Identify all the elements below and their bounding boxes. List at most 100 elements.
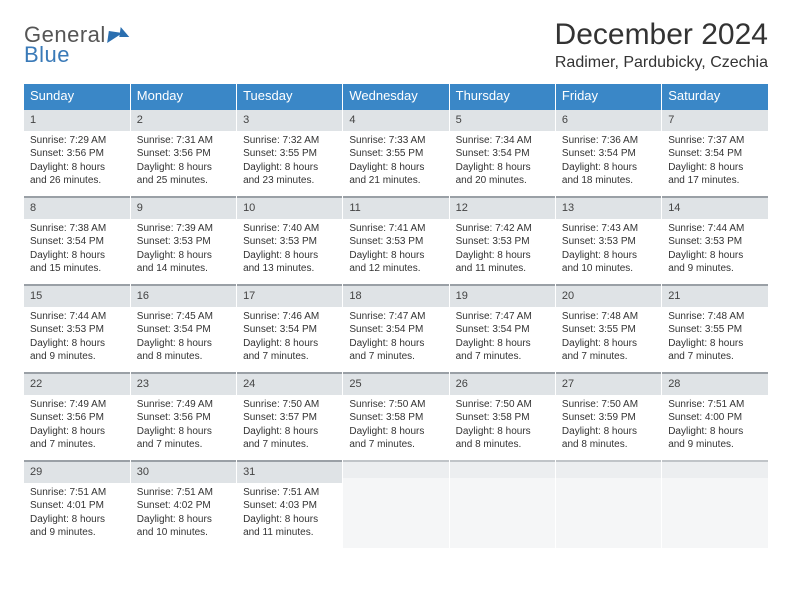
sunset-line: Sunset: 3:55 PM xyxy=(562,323,655,337)
calendar-cell: 8Sunrise: 7:38 AMSunset: 3:54 PMDaylight… xyxy=(24,196,130,284)
sunrise-line: Sunrise: 7:38 AM xyxy=(30,222,124,236)
day-content: Sunrise: 7:47 AMSunset: 3:54 PMDaylight:… xyxy=(343,307,448,368)
sunset-line: Sunset: 3:54 PM xyxy=(456,323,549,337)
sunset-line: Sunset: 3:56 PM xyxy=(30,147,124,161)
sunset-line: Sunset: 3:53 PM xyxy=(30,323,124,337)
weekday-monday: Monday xyxy=(130,84,236,108)
sunset-line: Sunset: 3:54 PM xyxy=(668,147,762,161)
day-number: 15 xyxy=(24,284,130,307)
daylight-line: Daylight: 8 hours and 14 minutes. xyxy=(137,249,230,276)
calendar-cell: 28Sunrise: 7:51 AMSunset: 4:00 PMDayligh… xyxy=(662,372,768,460)
day-number: 19 xyxy=(450,284,555,307)
sunrise-line: Sunrise: 7:37 AM xyxy=(668,134,762,148)
sunrise-line: Sunrise: 7:45 AM xyxy=(137,310,230,324)
daylight-line: Daylight: 8 hours and 8 minutes. xyxy=(456,425,549,452)
month-title: December 2024 xyxy=(555,18,768,52)
empty-day-header xyxy=(556,460,661,478)
day-number: 18 xyxy=(343,284,448,307)
daylight-line: Daylight: 8 hours and 7 minutes. xyxy=(668,337,762,364)
sunrise-line: Sunrise: 7:39 AM xyxy=(137,222,230,236)
daylight-line: Daylight: 8 hours and 9 minutes. xyxy=(668,425,762,452)
daylight-line: Daylight: 8 hours and 7 minutes. xyxy=(349,425,442,452)
sunset-line: Sunset: 3:53 PM xyxy=(349,235,442,249)
brand-text-2: Blue xyxy=(24,42,70,68)
day-content: Sunrise: 7:51 AMSunset: 4:03 PMDaylight:… xyxy=(237,483,342,544)
day-number: 23 xyxy=(131,372,236,395)
daylight-line: Daylight: 8 hours and 18 minutes. xyxy=(562,161,655,188)
brand-sail-icon-2 xyxy=(119,27,130,37)
daylight-line: Daylight: 8 hours and 7 minutes. xyxy=(30,425,124,452)
calendar-cell: 21Sunrise: 7:48 AMSunset: 3:55 PMDayligh… xyxy=(662,284,768,372)
sunrise-line: Sunrise: 7:51 AM xyxy=(668,398,762,412)
calendar-cell: 27Sunrise: 7:50 AMSunset: 3:59 PMDayligh… xyxy=(555,372,661,460)
sunset-line: Sunset: 3:54 PM xyxy=(30,235,124,249)
sunset-line: Sunset: 3:55 PM xyxy=(243,147,336,161)
day-number: 8 xyxy=(24,196,130,219)
day-number: 14 xyxy=(662,196,768,219)
day-content: Sunrise: 7:36 AMSunset: 3:54 PMDaylight:… xyxy=(556,131,661,192)
sunset-line: Sunset: 3:56 PM xyxy=(137,411,230,425)
sunset-line: Sunset: 3:59 PM xyxy=(562,411,655,425)
empty-day-content xyxy=(343,478,448,548)
day-content: Sunrise: 7:44 AMSunset: 3:53 PMDaylight:… xyxy=(24,307,130,368)
day-content: Sunrise: 7:50 AMSunset: 3:58 PMDaylight:… xyxy=(343,395,448,456)
day-content: Sunrise: 7:41 AMSunset: 3:53 PMDaylight:… xyxy=(343,219,448,280)
sunset-line: Sunset: 3:54 PM xyxy=(562,147,655,161)
calendar-cell: 24Sunrise: 7:50 AMSunset: 3:57 PMDayligh… xyxy=(237,372,343,460)
sunrise-line: Sunrise: 7:29 AM xyxy=(30,134,124,148)
daylight-line: Daylight: 8 hours and 17 minutes. xyxy=(668,161,762,188)
day-content: Sunrise: 7:39 AMSunset: 3:53 PMDaylight:… xyxy=(131,219,236,280)
daylight-line: Daylight: 8 hours and 7 minutes. xyxy=(456,337,549,364)
empty-day-header xyxy=(662,460,768,478)
day-content: Sunrise: 7:42 AMSunset: 3:53 PMDaylight:… xyxy=(450,219,555,280)
calendar-cell: 16Sunrise: 7:45 AMSunset: 3:54 PMDayligh… xyxy=(130,284,236,372)
sunrise-line: Sunrise: 7:32 AM xyxy=(243,134,336,148)
sunset-line: Sunset: 3:53 PM xyxy=(668,235,762,249)
location-subtitle: Radimer, Pardubicky, Czechia xyxy=(555,54,768,72)
day-number: 4 xyxy=(343,108,448,131)
empty-day-header xyxy=(450,460,555,478)
sunrise-line: Sunrise: 7:50 AM xyxy=(456,398,549,412)
weekday-saturday: Saturday xyxy=(662,84,768,108)
sunset-line: Sunset: 3:57 PM xyxy=(243,411,336,425)
calendar-cell: 11Sunrise: 7:41 AMSunset: 3:53 PMDayligh… xyxy=(343,196,449,284)
day-content: Sunrise: 7:50 AMSunset: 3:59 PMDaylight:… xyxy=(556,395,661,456)
calendar-cell: 18Sunrise: 7:47 AMSunset: 3:54 PMDayligh… xyxy=(343,284,449,372)
sunrise-line: Sunrise: 7:31 AM xyxy=(137,134,230,148)
sunset-line: Sunset: 3:54 PM xyxy=(349,323,442,337)
day-content: Sunrise: 7:50 AMSunset: 3:57 PMDaylight:… xyxy=(237,395,342,456)
day-number: 26 xyxy=(450,372,555,395)
calendar-cell: 1Sunrise: 7:29 AMSunset: 3:56 PMDaylight… xyxy=(24,108,130,196)
sunrise-line: Sunrise: 7:51 AM xyxy=(137,486,230,500)
daylight-line: Daylight: 8 hours and 11 minutes. xyxy=(243,513,336,540)
calendar-cell: 13Sunrise: 7:43 AMSunset: 3:53 PMDayligh… xyxy=(555,196,661,284)
daylight-line: Daylight: 8 hours and 7 minutes. xyxy=(243,337,336,364)
daylight-line: Daylight: 8 hours and 13 minutes. xyxy=(243,249,336,276)
sunrise-line: Sunrise: 7:50 AM xyxy=(243,398,336,412)
sunset-line: Sunset: 3:53 PM xyxy=(243,235,336,249)
day-content: Sunrise: 7:49 AMSunset: 3:56 PMDaylight:… xyxy=(131,395,236,456)
sunrise-line: Sunrise: 7:36 AM xyxy=(562,134,655,148)
day-number: 13 xyxy=(556,196,661,219)
day-number: 30 xyxy=(131,460,236,483)
sunrise-line: Sunrise: 7:49 AM xyxy=(30,398,124,412)
daylight-line: Daylight: 8 hours and 9 minutes. xyxy=(30,337,124,364)
empty-day-header xyxy=(343,460,448,478)
sunrise-line: Sunrise: 7:47 AM xyxy=(349,310,442,324)
sunrise-line: Sunrise: 7:50 AM xyxy=(349,398,442,412)
sunrise-line: Sunrise: 7:50 AM xyxy=(562,398,655,412)
sunset-line: Sunset: 3:54 PM xyxy=(456,147,549,161)
calendar-cell: 12Sunrise: 7:42 AMSunset: 3:53 PMDayligh… xyxy=(449,196,555,284)
sunrise-line: Sunrise: 7:44 AM xyxy=(668,222,762,236)
calendar-cell: 19Sunrise: 7:47 AMSunset: 3:54 PMDayligh… xyxy=(449,284,555,372)
sunrise-line: Sunrise: 7:48 AM xyxy=(668,310,762,324)
day-content: Sunrise: 7:51 AMSunset: 4:00 PMDaylight:… xyxy=(662,395,768,456)
sunset-line: Sunset: 3:53 PM xyxy=(562,235,655,249)
sunrise-line: Sunrise: 7:44 AM xyxy=(30,310,124,324)
empty-day-content xyxy=(450,478,555,548)
calendar-cell: 31Sunrise: 7:51 AMSunset: 4:03 PMDayligh… xyxy=(237,460,343,548)
day-content: Sunrise: 7:51 AMSunset: 4:01 PMDaylight:… xyxy=(24,483,130,544)
day-number: 16 xyxy=(131,284,236,307)
sunrise-line: Sunrise: 7:40 AM xyxy=(243,222,336,236)
daylight-line: Daylight: 8 hours and 7 minutes. xyxy=(562,337,655,364)
